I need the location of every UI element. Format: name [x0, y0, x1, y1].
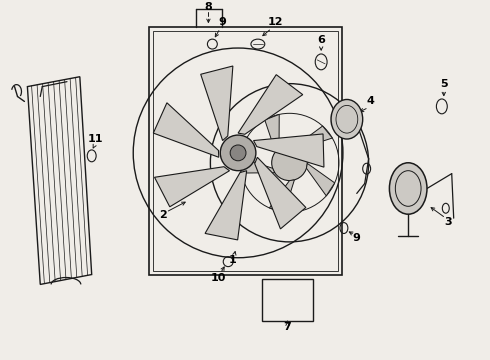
Polygon shape [255, 157, 306, 229]
Bar [262, 279, 313, 321]
Circle shape [230, 145, 246, 161]
Text: 10: 10 [211, 273, 226, 283]
Polygon shape [154, 167, 229, 207]
Text: 3: 3 [444, 217, 452, 227]
Text: 6: 6 [317, 35, 325, 45]
Ellipse shape [390, 163, 427, 214]
Polygon shape [238, 75, 303, 134]
Text: 12: 12 [268, 17, 283, 27]
Bar [149, 27, 342, 275]
Polygon shape [240, 158, 275, 173]
Text: 5: 5 [440, 78, 448, 89]
Text: 9: 9 [219, 17, 226, 27]
Polygon shape [265, 114, 279, 152]
Polygon shape [253, 134, 324, 167]
Circle shape [272, 145, 307, 181]
Polygon shape [153, 103, 219, 157]
Polygon shape [205, 171, 246, 240]
Bar [153, 31, 338, 271]
Polygon shape [270, 180, 294, 212]
Polygon shape [201, 66, 233, 140]
Ellipse shape [331, 99, 363, 139]
Polygon shape [295, 126, 332, 148]
Polygon shape [306, 163, 335, 196]
Circle shape [220, 135, 256, 171]
Text: 4: 4 [367, 96, 374, 107]
Text: 7: 7 [284, 322, 292, 332]
Text: 2: 2 [159, 210, 167, 220]
Text: 8: 8 [204, 3, 212, 13]
Text: 9: 9 [353, 233, 361, 243]
Text: 11: 11 [88, 134, 103, 144]
Text: 1: 1 [228, 255, 236, 265]
